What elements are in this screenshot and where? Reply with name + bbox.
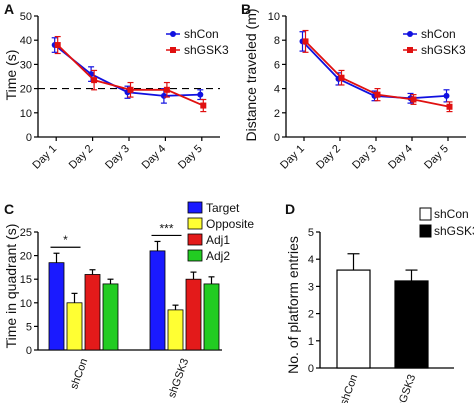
panel-b-y-tick-label: 4: [274, 84, 280, 96]
panel-b-legend-label: shGSK3: [421, 43, 466, 57]
panel-c-y-axis-title: Time in quadrant (s): [3, 224, 19, 349]
panel-c-legend-swatch: [187, 217, 203, 230]
panel-b-line-chart: 0 2 4 6 8 10 Day 1 Day 2 Day 3 Day 4 Day 5 shCon shG…: [268, 11, 466, 172]
panel-c-x-tick-label: shCon: [68, 357, 90, 391]
panel-a-legend-marker: [170, 47, 176, 53]
panel-a-shCon-point: [160, 92, 167, 99]
panel-c-bar-Target: [48, 262, 65, 351]
panel-c-bar-Opposite: [66, 302, 83, 351]
panel-d-y-tick-label: 2: [308, 309, 314, 321]
panel-b-y-tick-label: 10: [268, 11, 280, 23]
panel-label-d: D: [285, 201, 295, 217]
panel-b-y-axis-title: Distance traveled (m): [243, 8, 259, 141]
panel-d-y-tick-label: 5: [308, 227, 314, 239]
panel-b-x-tick-label: Day 5: [422, 143, 451, 172]
panel-d-x-tick-label: shGSK3: [393, 373, 418, 403]
panel-d-y-tick-label: 4: [308, 254, 314, 266]
panel-a-y-tick-label: 10: [20, 108, 32, 120]
panel-c-bar-Adj2: [203, 283, 220, 351]
panel-d-x-tick-label: shCon: [338, 373, 360, 403]
panel-a-line-chart: 0 10 20 30 40 50 Day 1 Day 2 Day 3 Day 4 Day 5 shCo…: [20, 11, 229, 172]
panel-d-legend-swatch: [419, 207, 432, 221]
panel-c-x-tick-label: shGSK3: [166, 357, 191, 400]
panel-c-y-tick-label: 15: [20, 274, 32, 286]
panel-c-y-tick-label: 20: [20, 251, 32, 263]
panel-d-bar-shCon: [336, 269, 371, 369]
panel-a-x-tick-label: Day 1: [30, 143, 59, 172]
panel-d-y-tick-label: 0: [308, 363, 314, 375]
panel-d-bar-chart: 0 1 2 3 4 5 shCon shGSK3 shCon shGSK3: [308, 207, 474, 403]
panel-a-shCon-point: [197, 91, 204, 98]
panel-c-legend-label: Adj1: [206, 233, 230, 247]
panel-label-a: A: [4, 1, 14, 17]
panel-c-legend-swatch: [187, 201, 203, 214]
panel-c-legend-label: Adj2: [206, 249, 230, 263]
panel-b-x-tick-label: Day 2: [314, 143, 343, 172]
panel-a-y-tick-label: 20: [20, 84, 32, 96]
panel-b-x-tick-label: Day 1: [278, 143, 307, 172]
panel-c-bar-Target: [149, 250, 166, 351]
panel-b-y-tick-label: 8: [274, 35, 280, 47]
panel-a-x-tick-label: Day 2: [67, 143, 96, 172]
panel-a-y-tick-label: 50: [20, 11, 32, 23]
panel-c-bar-Adj2: [102, 283, 119, 351]
panel-c-bar-Adj1: [185, 278, 202, 351]
panel-c-legend-swatch: [187, 249, 203, 262]
panel-c-y-tick-label: 0: [26, 345, 32, 357]
panel-a-legend-label: shGSK3: [184, 43, 229, 57]
panel-a-legend-label: shCon: [184, 27, 219, 41]
panel-b-x-tick-label: Day 4: [386, 143, 415, 172]
panel-c-y-tick-label: 10: [20, 298, 32, 310]
panel-label-b: B: [241, 1, 251, 17]
panel-b-shGSK3-point: [410, 96, 417, 103]
panel-c-significance-label: *: [63, 233, 68, 247]
panel-a-shGSK3-point: [91, 77, 98, 84]
panel-d-y-tick-label: 3: [308, 281, 314, 293]
panel-b-shGSK3-point: [302, 38, 309, 45]
panel-d-legend-label: shCon: [434, 207, 469, 221]
panel-a-legend-marker: [170, 31, 176, 37]
panel-c-significance-label: ***: [159, 221, 173, 235]
panel-d-legend-label: shGSK3: [434, 224, 474, 238]
panel-c-legend-label: Target: [206, 201, 240, 215]
panel-b-y-tick-label: 6: [274, 59, 280, 71]
panel-c-y-tick-label: 5: [26, 321, 32, 333]
panel-d-y-axis-title: No. of platform entries: [285, 236, 301, 374]
panel-d-legend-swatch: [419, 224, 432, 238]
panel-a-shGSK3-point: [127, 86, 134, 93]
panel-b-shGSK3-point: [338, 74, 345, 81]
panel-c-bar-Adj1: [84, 274, 101, 351]
panel-c-bar-Opposite: [167, 309, 184, 351]
panel-c-legend-label: Opposite: [206, 217, 254, 231]
panel-a-shGSK3-point: [163, 86, 170, 93]
panel-a-shGSK3-point: [54, 42, 61, 49]
panel-b-x-tick-label: Day 3: [350, 143, 379, 172]
panel-b-shGSK3-point: [374, 91, 381, 98]
panel-b-shGSK3-point: [446, 103, 453, 110]
panel-a-x-tick-label: Day 3: [103, 143, 132, 172]
panel-b-legend-marker: [407, 47, 413, 53]
panel-c-y-tick-label: 25: [20, 227, 32, 239]
panel-label-c: C: [4, 201, 14, 217]
panel-a-y-tick-label: 30: [20, 59, 32, 71]
panel-a-y-axis-title: Time (s): [3, 50, 19, 101]
panel-a-shGSK3-point: [200, 102, 207, 109]
panel-a-y-tick-label: 40: [20, 35, 32, 47]
panel-c-legend-swatch: [187, 233, 203, 246]
panel-d-y-tick-label: 1: [308, 336, 314, 348]
panel-b-shCon-point: [443, 92, 450, 99]
panel-b-legend-label: shCon: [421, 27, 456, 41]
panel-a-x-tick-label: Day 5: [176, 143, 205, 172]
panel-a-y-tick-label: 0: [26, 132, 32, 144]
panel-b-legend-marker: [407, 31, 413, 37]
panel-b-y-tick-label: 2: [274, 108, 280, 120]
panel-b-y-tick-label: 0: [274, 132, 280, 144]
panel-a-x-tick-label: Day 4: [140, 143, 169, 172]
panel-d-bar-shGSK3: [394, 280, 429, 369]
